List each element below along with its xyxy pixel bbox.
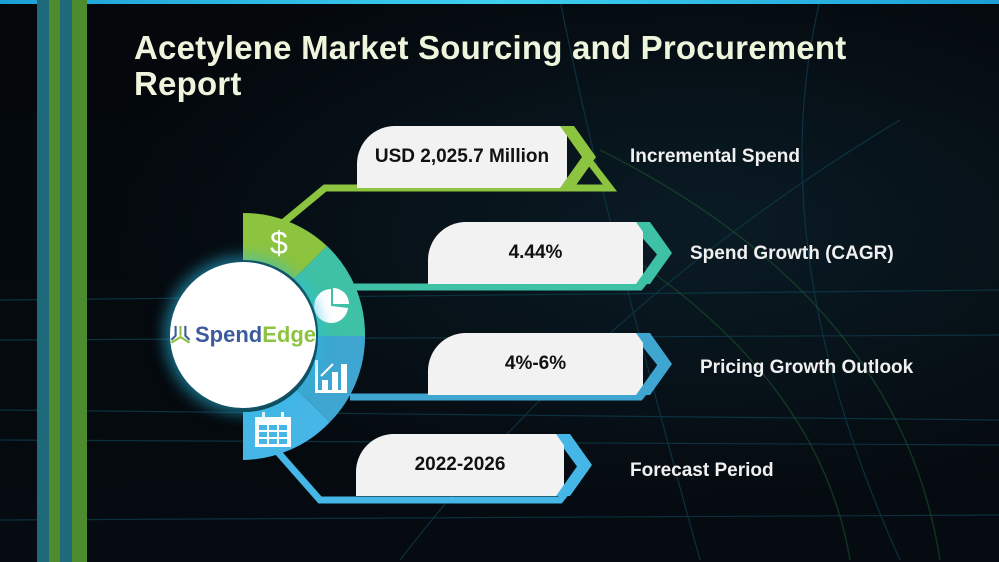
metric-label-spend-growth: Spend Growth (CAGR) bbox=[690, 243, 894, 264]
chevron-blue bbox=[636, 333, 672, 395]
segment-blue bbox=[297, 336, 366, 422]
chevron-teal bbox=[636, 222, 672, 284]
segment-green bbox=[243, 212, 327, 279]
spendedge-mark-icon bbox=[170, 325, 191, 344]
logo-text: SpendEdge bbox=[194, 322, 316, 347]
metric-label-incremental-spend: Incremental Spend bbox=[630, 146, 800, 167]
page-title: Acetylene Market Sourcing and Procuremen… bbox=[134, 29, 847, 102]
metric-value-spend-growth: 4.44% bbox=[428, 222, 643, 284]
metric-value-incremental-spend: USD 2,025.7 Million bbox=[357, 126, 567, 188]
connector-green bbox=[281, 159, 618, 225]
top-accent-bar bbox=[0, 0, 999, 4]
metric-label-forecast-period: Forecast Period bbox=[630, 460, 774, 481]
pie-chart-icon bbox=[314, 288, 349, 323]
metric-value-forecast-period: 2022-2026 bbox=[356, 434, 564, 496]
calendar-icon bbox=[255, 412, 291, 447]
spendedge-logo: SpendEdge bbox=[170, 262, 316, 408]
dollar-icon: $ bbox=[270, 225, 288, 261]
bar-chart-growth-icon bbox=[315, 360, 347, 393]
metric-label-pricing-growth: Pricing Growth Outlook bbox=[700, 357, 914, 378]
side-stripes bbox=[37, 0, 87, 562]
chevron-green bbox=[560, 126, 596, 188]
chevron-lightblue bbox=[556, 434, 592, 496]
metric-value-pricing-growth: 4%-6% bbox=[428, 333, 643, 395]
